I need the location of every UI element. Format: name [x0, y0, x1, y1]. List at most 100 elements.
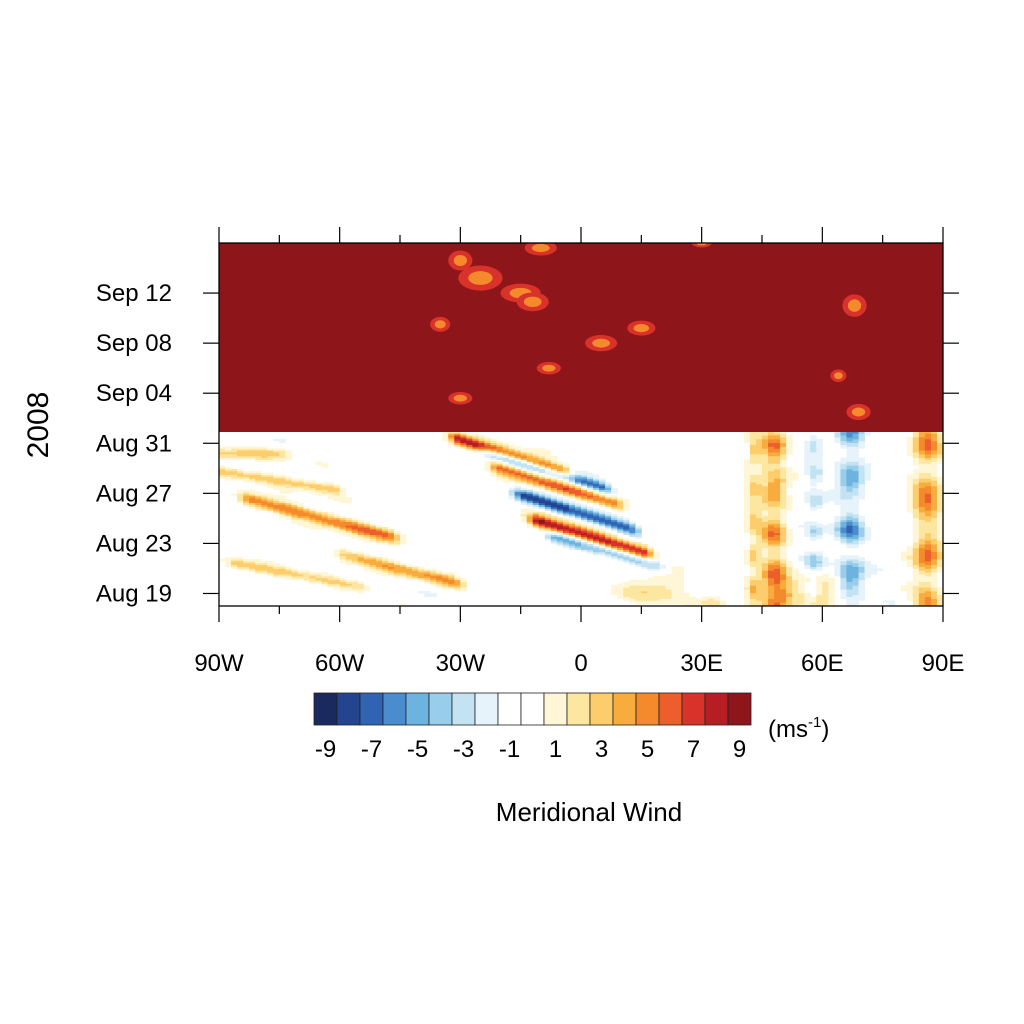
heatmap-cell	[768, 498, 775, 502]
heatmap-cell	[786, 530, 793, 534]
heatmap-cell	[852, 497, 859, 500]
heatmap-cell	[858, 564, 865, 567]
heatmap-cell	[906, 476, 914, 479]
heatmap-cell	[780, 470, 787, 474]
heatmap-cell	[243, 559, 250, 562]
heatmap-cell	[924, 598, 932, 601]
heatmap-cell	[556, 498, 564, 502]
heatmap-cell	[749, 472, 757, 475]
heatmap-cell	[707, 596, 715, 599]
heatmap-cell	[568, 493, 576, 496]
heatmap-cell	[484, 467, 491, 470]
heatmap-cell	[768, 579, 775, 582]
heatmap-cell	[333, 497, 341, 500]
heatmap-cell	[544, 485, 552, 489]
heatmap-cell	[846, 515, 853, 519]
heatmap-cell	[810, 452, 817, 455]
heatmap-cell	[810, 551, 817, 554]
heatmap-cell	[436, 585, 443, 588]
heatmap-cell	[924, 562, 932, 566]
heatmap-cell	[261, 493, 268, 496]
heatmap-cell	[496, 467, 503, 470]
heatmap-cell	[484, 437, 491, 440]
heatmap-cell	[755, 570, 763, 573]
heatmap-cell	[810, 534, 817, 537]
heatmap-cell	[357, 583, 365, 586]
heatmap-cell	[816, 463, 823, 466]
heatmap-cell	[762, 442, 769, 445]
heatmap-cell	[484, 448, 491, 451]
heatmap-cell	[768, 566, 775, 569]
heatmap-cell	[858, 463, 865, 466]
heatmap-cell	[804, 440, 811, 444]
heatmap-cell	[255, 482, 262, 485]
heatmap-cell	[828, 527, 835, 530]
heatmap-cell	[219, 474, 226, 477]
heatmap-cell	[768, 596, 775, 599]
heatmap-cell	[369, 536, 377, 539]
heatmap-cell	[930, 512, 938, 515]
heatmap-cell	[912, 450, 920, 453]
heatmap-cell	[780, 514, 787, 517]
heatmap-cell	[255, 504, 262, 507]
heatmap-cell	[508, 448, 516, 451]
heatmap-cell	[786, 467, 793, 470]
saturated-spot-core	[453, 394, 467, 402]
heatmap-cell	[671, 583, 678, 586]
heatmap-cell	[924, 530, 932, 534]
heatmap-cell	[762, 583, 769, 586]
heatmap-cell	[520, 470, 528, 474]
heatmap-cell	[273, 564, 280, 567]
heatmap-cell	[743, 438, 751, 442]
heatmap-cell	[840, 529, 847, 532]
heatmap-cell	[930, 521, 938, 524]
heatmap-cell	[762, 589, 769, 592]
heatmap-cell	[460, 446, 467, 449]
heatmap-cell	[562, 493, 570, 496]
heatmap-cell	[918, 515, 926, 519]
heatmap-cell	[780, 498, 787, 502]
heatmap-cell	[671, 587, 678, 590]
heatmap-cell	[774, 480, 781, 483]
heatmap-cell	[605, 489, 612, 492]
heatmap-cell	[924, 527, 932, 530]
heatmap-cell	[568, 476, 576, 479]
heatmap-cell	[912, 474, 920, 477]
heatmap-cell	[852, 433, 859, 436]
heatmap-cell	[599, 485, 606, 489]
heatmap-cell	[816, 559, 823, 562]
heatmap-cell	[755, 498, 763, 502]
heatmap-cell	[755, 459, 763, 462]
heatmap-cell	[755, 506, 763, 509]
heatmap-cell	[243, 493, 250, 496]
heatmap-cell	[339, 577, 347, 581]
y-tick-label: Aug 31	[96, 430, 172, 457]
heatmap-cell	[556, 465, 564, 468]
heatmap-cell	[653, 564, 660, 567]
heatmap-cell	[840, 572, 847, 575]
heatmap-cell	[912, 581, 920, 584]
heatmap-cell	[605, 491, 612, 494]
heatmap-cell	[846, 577, 853, 581]
heatmap-cell	[768, 450, 775, 453]
heatmap-cell	[279, 502, 286, 506]
heatmap-cell	[532, 468, 540, 472]
heatmap-cell	[587, 517, 594, 521]
heatmap-cell	[864, 530, 871, 534]
heatmap-cell	[762, 448, 769, 451]
heatmap-cell	[780, 521, 787, 524]
heatmap-cell	[617, 592, 624, 596]
heatmap-cell	[762, 500, 769, 504]
heatmap-cell	[568, 547, 576, 551]
heatmap-cell	[599, 540, 606, 543]
heatmap-cell	[810, 474, 817, 477]
saturated-spot-core	[847, 299, 862, 312]
heatmap-cell	[635, 583, 642, 586]
heatmap-cell	[816, 442, 823, 445]
heatmap-cell	[834, 519, 841, 522]
heatmap-cell	[490, 472, 497, 475]
heatmap-cell	[400, 540, 407, 543]
heatmap-cell	[508, 463, 516, 466]
heatmap-cell	[617, 585, 624, 588]
heatmap-cell	[834, 534, 841, 537]
